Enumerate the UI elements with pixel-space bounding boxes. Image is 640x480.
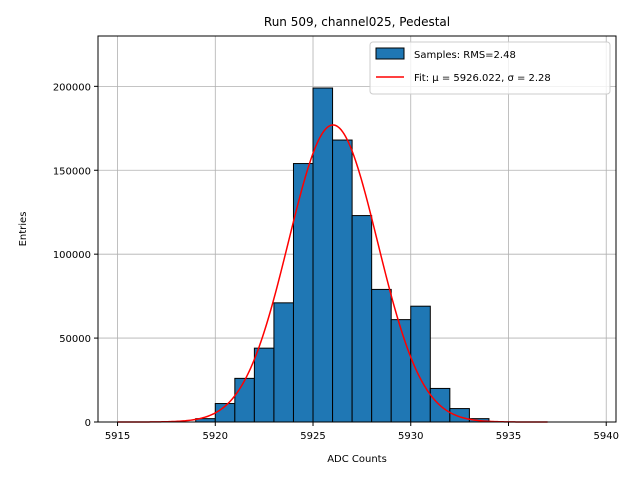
y-tick-label: 0 (85, 418, 91, 429)
legend: Samples: RMS=2.48 Fit: μ = 5926.022, σ =… (369, 41, 611, 95)
y-tick-label: 150000 (53, 166, 91, 177)
y-tick-label: 100000 (53, 250, 91, 261)
histogram-bar (449, 408, 470, 423)
legend-fit-label: Fit: μ = 5926.022, σ = 2.28 (414, 73, 551, 84)
x-axis-label: ADC Counts (327, 454, 387, 465)
x-tick-label: 5935 (496, 431, 521, 442)
y-tick-label: 50000 (59, 334, 91, 345)
legend-box (369, 41, 611, 95)
histogram-bars (195, 87, 490, 423)
x-tick-label: 5920 (203, 431, 228, 442)
histogram-bar (332, 139, 353, 423)
histogram-bar (390, 319, 412, 423)
x-axis-ticks: 5915 5920 5925 5930 5935 5940 (105, 422, 619, 442)
histogram-bar (351, 215, 373, 423)
y-axis-label: Entries (18, 212, 29, 247)
legend-histogram-swatch (375, 47, 405, 60)
x-tick-label: 5915 (105, 431, 130, 442)
histogram-bar (312, 87, 334, 423)
histogram-bar (371, 288, 392, 423)
histogram-bar (273, 302, 294, 423)
x-tick-label: 5925 (300, 431, 325, 442)
x-tick-label: 5940 (593, 431, 618, 442)
legend-histogram-label: Samples: RMS=2.48 (414, 50, 516, 61)
chart-title: Run 509, channel025, Pedestal (264, 15, 450, 29)
y-axis-ticks: 0 50000 100000 150000 200000 (53, 82, 98, 429)
histogram-bar (292, 163, 314, 423)
histogram-bar (234, 377, 255, 423)
x-tick-label: 5930 (398, 431, 423, 442)
y-tick-label: 200000 (53, 82, 91, 93)
fit-curve (117, 124, 548, 423)
histogram-bar (253, 347, 275, 423)
plot-frame (97, 35, 617, 423)
